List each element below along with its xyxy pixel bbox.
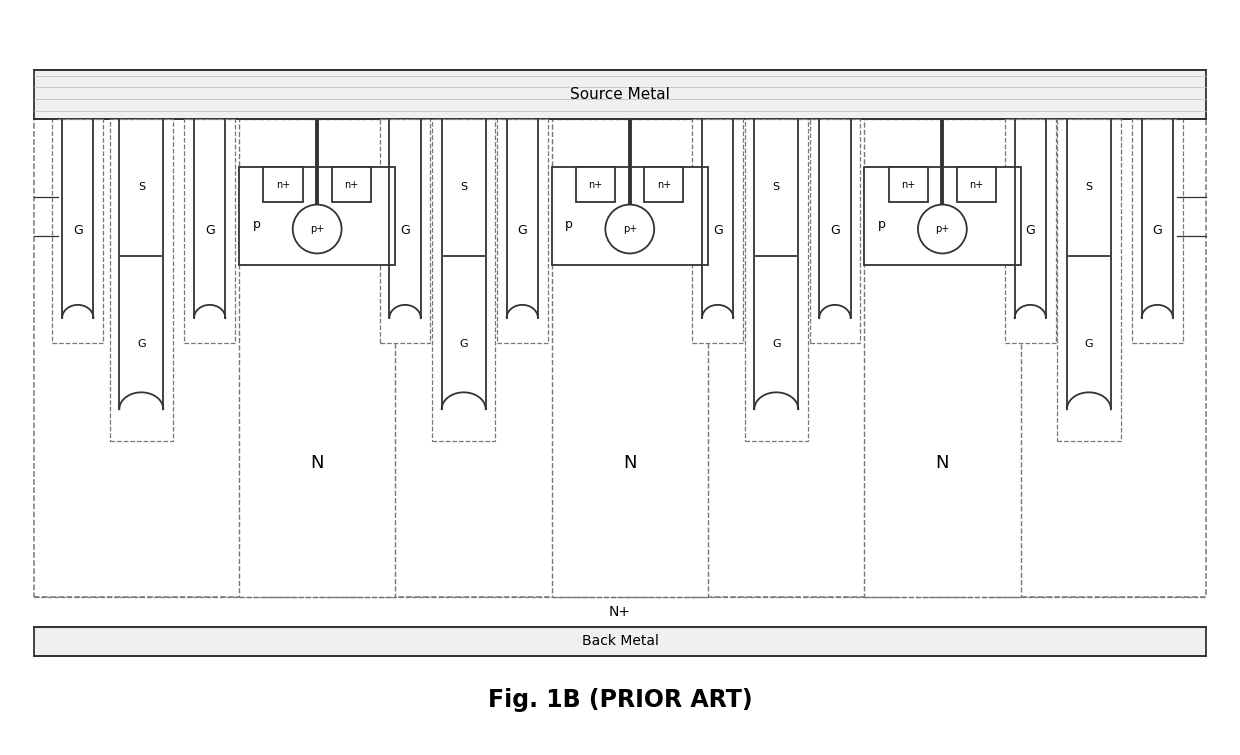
Text: G: G bbox=[205, 224, 215, 237]
Bar bbox=[33, 69, 1207, 119]
Bar bbox=[1132, 119, 1183, 344]
Text: Source Metal: Source Metal bbox=[570, 87, 670, 102]
Text: N+: N+ bbox=[609, 605, 631, 619]
Circle shape bbox=[918, 205, 967, 254]
Bar bbox=[1058, 119, 1121, 441]
Bar bbox=[645, 168, 683, 202]
Bar bbox=[552, 168, 708, 265]
Text: p: p bbox=[878, 217, 885, 230]
Text: G: G bbox=[401, 224, 410, 237]
Text: G: G bbox=[1025, 224, 1035, 237]
Bar bbox=[744, 119, 808, 441]
Text: G: G bbox=[830, 224, 839, 237]
Bar bbox=[497, 119, 548, 344]
Text: Fig. 1B (PRIOR ART): Fig. 1B (PRIOR ART) bbox=[487, 688, 753, 712]
Text: G: G bbox=[773, 339, 781, 349]
Text: p+: p+ bbox=[622, 224, 637, 234]
Bar bbox=[33, 119, 1207, 597]
Bar bbox=[864, 119, 1021, 597]
Bar bbox=[33, 627, 1207, 656]
Bar bbox=[109, 119, 174, 441]
Text: N: N bbox=[310, 455, 324, 473]
Text: p: p bbox=[253, 217, 260, 230]
Text: n+: n+ bbox=[275, 180, 290, 190]
Bar bbox=[1004, 119, 1055, 344]
Text: G: G bbox=[136, 339, 145, 349]
Text: N: N bbox=[936, 455, 949, 473]
Bar bbox=[692, 119, 743, 344]
Bar bbox=[332, 168, 371, 202]
Text: G: G bbox=[1085, 339, 1094, 349]
Bar bbox=[379, 119, 430, 344]
Circle shape bbox=[293, 205, 341, 254]
Text: N: N bbox=[622, 455, 636, 473]
Bar bbox=[957, 168, 996, 202]
Text: S: S bbox=[1085, 183, 1092, 193]
Text: p+: p+ bbox=[935, 224, 950, 234]
Text: S: S bbox=[138, 183, 145, 193]
Bar bbox=[239, 119, 396, 597]
Text: p+: p+ bbox=[310, 224, 325, 234]
Bar bbox=[577, 168, 615, 202]
Text: G: G bbox=[1152, 224, 1162, 237]
Bar bbox=[810, 119, 861, 344]
Text: G: G bbox=[459, 339, 467, 349]
Text: n+: n+ bbox=[345, 180, 358, 190]
Text: n+: n+ bbox=[589, 180, 603, 190]
Text: n+: n+ bbox=[657, 180, 671, 190]
Text: S: S bbox=[460, 183, 467, 193]
Bar bbox=[52, 119, 103, 344]
Bar bbox=[263, 168, 303, 202]
Text: G: G bbox=[713, 224, 723, 237]
Bar bbox=[864, 168, 1021, 265]
Text: n+: n+ bbox=[970, 180, 983, 190]
Text: p: p bbox=[565, 217, 573, 230]
Bar bbox=[185, 119, 236, 344]
Text: S: S bbox=[773, 183, 780, 193]
Bar bbox=[889, 168, 928, 202]
Text: n+: n+ bbox=[901, 180, 915, 190]
Text: G: G bbox=[73, 224, 83, 237]
Bar bbox=[239, 168, 396, 265]
Circle shape bbox=[605, 205, 655, 254]
Bar bbox=[432, 119, 496, 441]
Text: G: G bbox=[517, 224, 527, 237]
Text: Back Metal: Back Metal bbox=[582, 634, 658, 649]
Bar bbox=[552, 119, 708, 597]
